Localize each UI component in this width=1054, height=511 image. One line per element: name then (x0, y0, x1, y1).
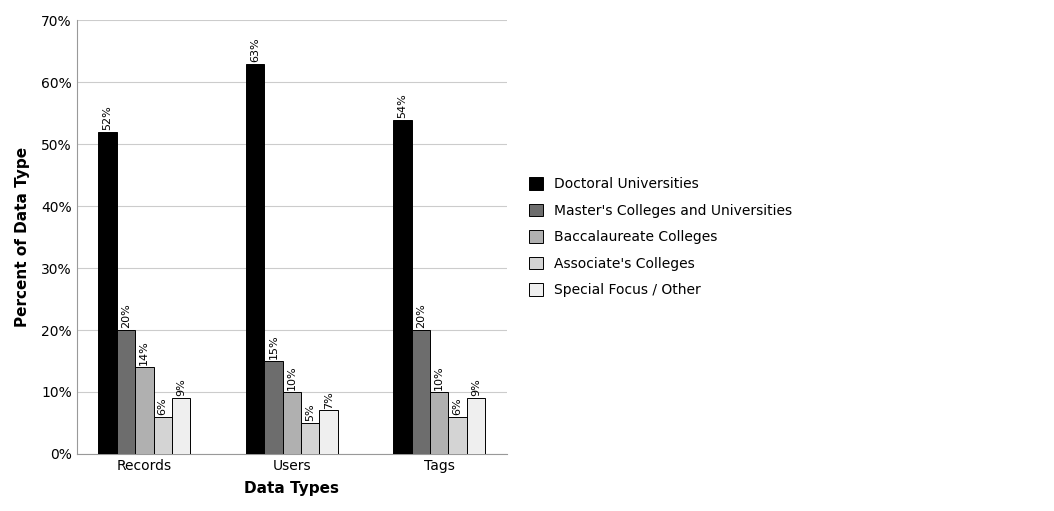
Bar (265, 361, 282, 454)
Text: 9%: 9% (176, 379, 187, 396)
Bar (282, 392, 301, 454)
Bar (172, 398, 191, 454)
Y-axis label: Percent of Data Type: Percent of Data Type (15, 147, 30, 327)
Bar (246, 64, 265, 454)
Bar (393, 120, 412, 454)
Text: 6%: 6% (158, 397, 168, 415)
Text: 6%: 6% (452, 397, 463, 415)
Bar (154, 416, 172, 454)
Text: 52%: 52% (102, 105, 113, 130)
Text: 54%: 54% (397, 93, 408, 118)
Bar (135, 367, 154, 454)
Text: 20%: 20% (416, 304, 426, 328)
Text: 20%: 20% (121, 304, 131, 328)
Bar (412, 330, 430, 454)
Text: 9%: 9% (471, 379, 481, 396)
Bar (301, 423, 319, 454)
Text: 63%: 63% (250, 37, 260, 62)
Legend: Doctoral Universities, Master's Colleges and Universities, Baccalaureate College: Doctoral Universities, Master's Colleges… (523, 170, 799, 304)
X-axis label: Data Types: Data Types (245, 481, 339, 496)
Text: 7%: 7% (324, 391, 334, 409)
Bar (117, 330, 135, 454)
Bar (448, 416, 467, 454)
Text: 5%: 5% (306, 403, 315, 421)
Text: 15%: 15% (269, 335, 278, 359)
Bar (319, 410, 338, 454)
Text: 10%: 10% (287, 365, 297, 390)
Bar (98, 132, 117, 454)
Bar (430, 392, 448, 454)
Bar (467, 398, 485, 454)
Text: 10%: 10% (434, 365, 444, 390)
Text: 14%: 14% (139, 340, 150, 365)
